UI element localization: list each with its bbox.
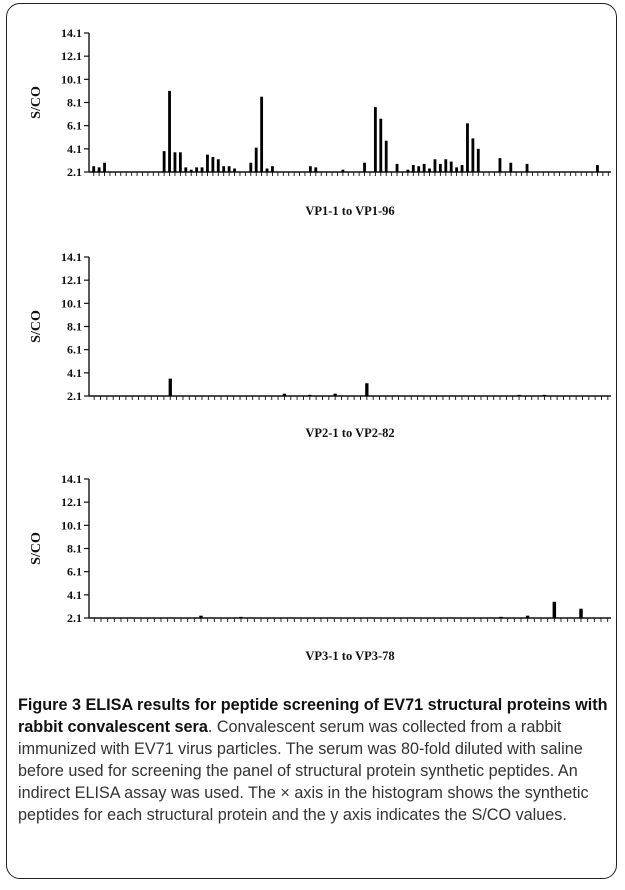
bar-peptide-54 <box>379 118 383 172</box>
bar-peptide-16 <box>173 152 177 172</box>
bar-peptide-67 <box>449 161 453 172</box>
bar-peptide-81 <box>525 163 529 172</box>
bar-peptide-15 <box>168 90 171 172</box>
figure-frame <box>6 3 617 879</box>
bar-peptide-70 <box>466 123 469 172</box>
y-tick-label: 2.1 <box>67 389 82 403</box>
bar-peptide-62 <box>422 163 426 172</box>
bar-peptide-23 <box>211 156 215 172</box>
figure-caption: Figure 3 ELISA results for peptide scree… <box>18 694 608 826</box>
y-tick-label: 12.1 <box>61 273 82 287</box>
bar-peptide-72 <box>542 394 547 396</box>
bar-peptide-51 <box>363 162 366 172</box>
bar-peptide-31 <box>282 393 287 396</box>
bar-peptide-26 <box>227 166 231 172</box>
bar-peptide-33 <box>265 168 269 172</box>
chart-1: 2.1 4.1 6.1 8.1 10.1 12.1 14.1 S/CO VP1-1 to VP1… <box>29 26 611 218</box>
y-tick-label: 10.1 <box>61 518 82 532</box>
x-axis-label: VP2-1 to VP2-82 <box>305 426 394 440</box>
bar-peptide-30 <box>249 162 253 172</box>
bar-peptide-76 <box>498 158 502 172</box>
bar-peptide-17 <box>178 152 182 172</box>
x-axis-label: VP3-1 to VP3-78 <box>305 649 394 663</box>
y-tick-label: 12.1 <box>61 495 82 509</box>
bar-peptide-65 <box>438 163 442 172</box>
y-axis-label: S/CO <box>29 532 44 565</box>
bar-peptide-68 <box>517 394 521 396</box>
bar-peptide-72 <box>476 148 480 172</box>
bar-peptide-31 <box>254 147 258 172</box>
bar-peptide-94 <box>596 165 599 172</box>
bar-peptide-17 <box>199 615 203 618</box>
y-tick-label: 2.1 <box>67 165 82 179</box>
chart-2: 2.1 4.1 6.1 8.1 10.1 12.1 14.1 S/CO VP2-1 to VP2… <box>29 250 611 440</box>
bar-peptide-68 <box>455 167 459 172</box>
bar-peptide-2 <box>97 167 101 172</box>
y-tick-label: 4.1 <box>67 366 82 380</box>
chart-3: 2.1 4.1 6.1 8.1 10.1 12.1 14.1 S/CO VP3-1 to VP3… <box>29 472 611 663</box>
bar-peptide-59 <box>406 169 410 172</box>
bar-peptide-27 <box>233 168 236 172</box>
y-tick-label: 6.1 <box>67 565 82 579</box>
y-tick-label: 10.1 <box>61 296 82 310</box>
bar-peptide-18 <box>184 167 188 172</box>
bar-peptide-60 <box>411 165 415 172</box>
y-axis-label: S/CO <box>29 86 44 119</box>
bar-peptide-74 <box>579 608 583 618</box>
bar-peptide-53 <box>373 107 377 172</box>
bar-peptide-41 <box>308 166 312 172</box>
bar-peptide-55 <box>384 140 388 172</box>
y-tick-label: 2.1 <box>67 611 82 625</box>
bar-peptide-69 <box>460 165 464 172</box>
y-tick-label: 8.1 <box>67 320 82 334</box>
bar-peptide-34 <box>271 166 274 172</box>
bar-peptide-57 <box>395 163 399 172</box>
bar-peptide-23 <box>239 616 243 618</box>
bar-peptide-70 <box>552 601 557 618</box>
bar-peptide-1 <box>92 166 96 172</box>
bar-peptide-25 <box>222 166 226 172</box>
y-tick-label: 4.1 <box>67 588 82 602</box>
bar-peptide-22 <box>206 154 209 173</box>
bar-peptide-42 <box>314 167 318 172</box>
y-tick-label: 6.1 <box>67 343 82 357</box>
bar-peptide-21 <box>200 167 204 172</box>
x-axis-label: VP1-1 to VP1-96 <box>305 204 394 218</box>
chart-area: 2.1 4.1 6.1 8.1 10.1 12.1 14.1 S/CO VP1-1 to VP1… <box>29 26 611 663</box>
bar-peptide-32 <box>260 96 264 172</box>
bar-peptide-66 <box>525 615 530 618</box>
bar-peptide-62 <box>499 616 503 618</box>
bar-peptide-24 <box>216 159 220 172</box>
bar-peptide-61 <box>417 166 421 172</box>
y-tick-label: 12.1 <box>61 49 82 63</box>
bar-peptide-66 <box>444 159 448 172</box>
bar-peptide-35 <box>308 394 312 396</box>
y-tick-label: 10.1 <box>61 72 82 86</box>
bar-peptide-71 <box>471 138 475 172</box>
bar-peptide-13 <box>168 378 172 397</box>
bar-peptide-78 <box>509 162 513 172</box>
y-tick-label: 8.1 <box>67 542 82 556</box>
y-tick-label: 14.1 <box>61 26 82 40</box>
caption-title: ELISA results for peptide screening of E… <box>18 696 608 736</box>
bar-peptide-44 <box>365 383 369 396</box>
y-tick-label: 8.1 <box>67 96 82 110</box>
caption-label: Figure 3 <box>18 696 81 714</box>
y-tick-label: 6.1 <box>67 119 82 133</box>
bar-peptide-3 <box>103 162 106 172</box>
bar-peptide-64 <box>433 159 437 172</box>
y-tick-label: 4.1 <box>67 142 82 156</box>
y-tick-label: 14.1 <box>61 472 82 486</box>
y-tick-label: 14.1 <box>61 250 82 264</box>
bar-peptide-63 <box>428 168 431 172</box>
bar-peptide-47 <box>341 169 345 172</box>
bar-peptide-39 <box>333 393 337 396</box>
caption-body: . Convalescent serum was collected from … <box>18 718 589 824</box>
bar-peptide-19 <box>189 169 193 172</box>
y-axis-label: S/CO <box>29 310 44 343</box>
bar-peptide-20 <box>195 167 199 172</box>
bar-peptide-14 <box>162 151 166 172</box>
